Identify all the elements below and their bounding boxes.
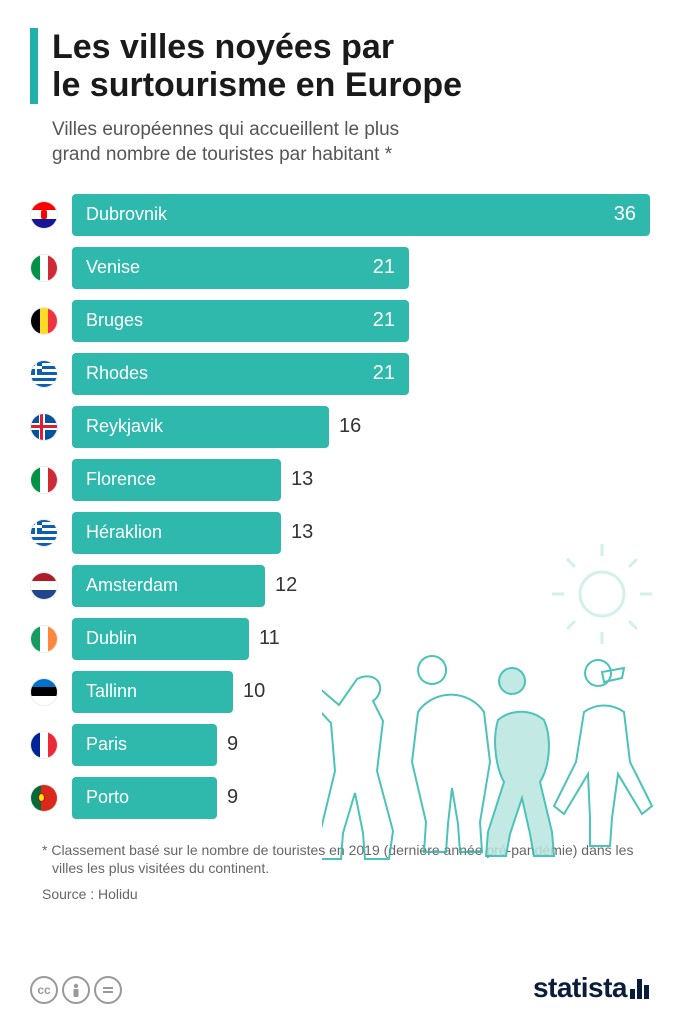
bar-row: Héraklion 13 — [30, 512, 652, 554]
bar: Rhodes 21 — [72, 353, 409, 395]
city-label: Rhodes — [86, 363, 148, 384]
bar-chart: Dubrovnik 36 Venise 21 Bruges 21 — [30, 194, 652, 819]
bar-row: Amsterdam 12 — [30, 565, 652, 607]
title-line1: Les villes noyées par — [52, 28, 652, 66]
bar: Venise 21 — [72, 247, 409, 289]
statista-logo: statista — [533, 972, 652, 1004]
bar-row: Venise 21 — [30, 247, 652, 289]
bar-value: 36 — [614, 203, 636, 226]
city-label: Amsterdam — [86, 575, 178, 596]
bar-wrap: Venise 21 — [72, 247, 652, 289]
bar-row: Dublin 11 — [30, 618, 652, 660]
city-label: Bruges — [86, 310, 143, 331]
subtitle: Villes européennes qui accueillent le pl… — [30, 118, 652, 167]
bar-row: Florence 13 — [30, 459, 652, 501]
flag-icon — [30, 413, 58, 441]
bar: Reykjavik — [72, 406, 329, 448]
subtitle-line2: grand nombre de touristes par habitant * — [52, 144, 392, 165]
bar-row: Dubrovnik 36 — [30, 194, 652, 236]
bar: Dublin — [72, 618, 249, 660]
city-label: Paris — [86, 734, 127, 755]
bar-value: 16 — [339, 415, 361, 438]
by-icon — [62, 976, 90, 1004]
city-label: Venise — [86, 257, 140, 278]
flag-icon — [30, 678, 58, 706]
flag-icon — [30, 572, 58, 600]
cc-icon: cc — [30, 976, 58, 1004]
bottom-bar: cc statista — [30, 972, 652, 1004]
bar-value: 9 — [227, 733, 238, 756]
bar-row: Paris 9 — [30, 724, 652, 766]
flag-icon — [30, 307, 58, 335]
flag-icon — [30, 466, 58, 494]
nd-icon — [94, 976, 122, 1004]
flag-icon — [30, 201, 58, 229]
bar-value: 21 — [373, 256, 395, 279]
bar-row: Reykjavik 16 — [30, 406, 652, 448]
city-label: Porto — [86, 787, 129, 808]
bar-value: 12 — [275, 574, 297, 597]
logo-text: statista — [533, 972, 627, 1004]
subtitle-line1: Villes européennes qui accueillent le pl… — [52, 119, 399, 140]
bar-value: 13 — [291, 468, 313, 491]
bar-value: 11 — [259, 627, 280, 650]
logo-bars-icon — [630, 977, 652, 999]
bar: Florence — [72, 459, 281, 501]
bar-wrap: Paris 9 — [72, 724, 652, 766]
source: Source : Holidu — [30, 886, 652, 902]
city-label: Reykjavik — [86, 416, 163, 437]
city-label: Tallinn — [86, 681, 137, 702]
bar-wrap: Porto 9 — [72, 777, 652, 819]
flag-icon — [30, 731, 58, 759]
city-label: Florence — [86, 469, 156, 490]
bar: Bruges 21 — [72, 300, 409, 342]
flag-icon — [30, 625, 58, 653]
bar-wrap: Rhodes 21 — [72, 353, 652, 395]
bar: Porto — [72, 777, 217, 819]
bar-wrap: Florence 13 — [72, 459, 652, 501]
flag-icon — [30, 254, 58, 282]
bar-wrap: Amsterdam 12 — [72, 565, 652, 607]
title-line2: le surtourisme en Europe — [52, 66, 652, 104]
bar-wrap: Tallinn 10 — [72, 671, 652, 713]
bar: Dubrovnik 36 — [72, 194, 650, 236]
bar-row: Rhodes 21 — [30, 353, 652, 395]
city-label: Dublin — [86, 628, 137, 649]
bar-wrap: Héraklion 13 — [72, 512, 652, 554]
bar-value: 21 — [373, 309, 395, 332]
bar-value: 21 — [373, 362, 395, 385]
city-label: Dubrovnik — [86, 204, 167, 225]
bar-wrap: Dubrovnik 36 — [72, 194, 652, 236]
bar-wrap: Dublin 11 — [72, 618, 652, 660]
city-label: Héraklion — [86, 522, 162, 543]
flag-icon — [30, 519, 58, 547]
bar-value: 10 — [243, 680, 265, 703]
bar-value: 13 — [291, 521, 313, 544]
bar: Tallinn — [72, 671, 233, 713]
flag-icon — [30, 784, 58, 812]
bar-row: Porto 9 — [30, 777, 652, 819]
bar-wrap: Bruges 21 — [72, 300, 652, 342]
bar-row: Bruges 21 — [30, 300, 652, 342]
flag-icon — [30, 360, 58, 388]
bar: Paris — [72, 724, 217, 766]
bar-wrap: Reykjavik 16 — [72, 406, 652, 448]
cc-license-icons: cc — [30, 976, 122, 1004]
bar: Amsterdam — [72, 565, 265, 607]
bar: Héraklion — [72, 512, 281, 554]
bar-value: 9 — [227, 786, 238, 809]
bar-row: Tallinn 10 — [30, 671, 652, 713]
title-block: Les villes noyées par le surtourisme en … — [30, 28, 652, 104]
